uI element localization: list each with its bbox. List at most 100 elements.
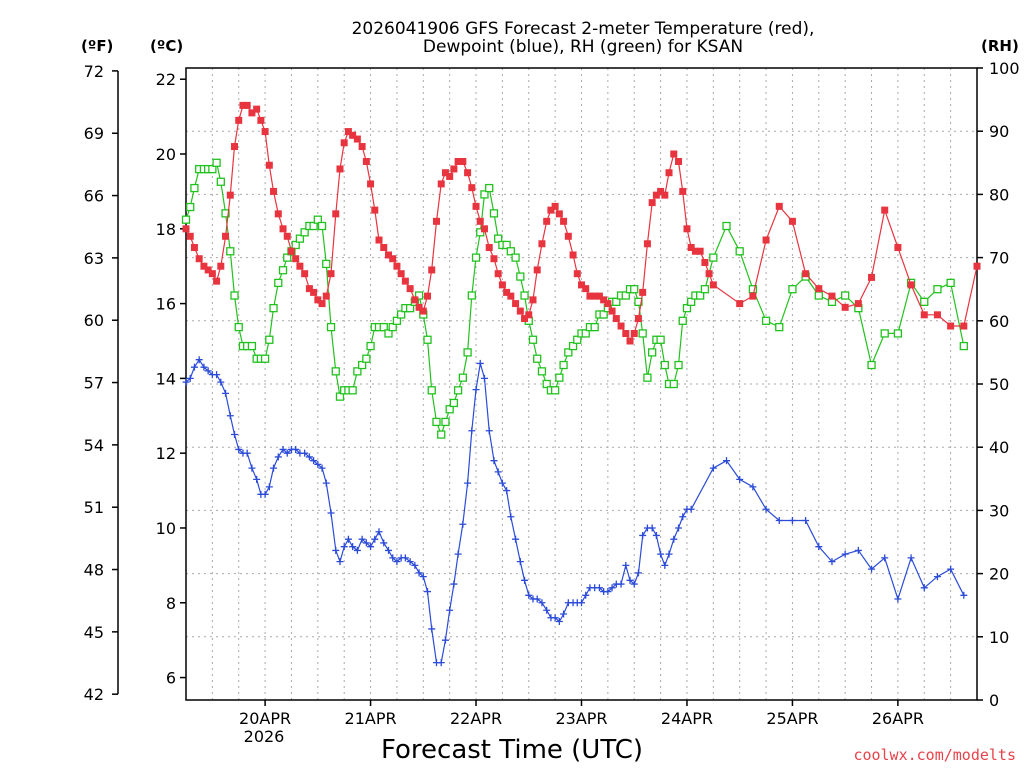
temperature-point: [248, 109, 256, 117]
rh-point: [735, 247, 744, 256]
dewpoint-point: [762, 505, 770, 513]
dewpoint-point: [687, 505, 695, 513]
temperature-point: [257, 116, 265, 124]
dewpoint-point: [578, 599, 585, 607]
temperature-point: [208, 270, 216, 278]
dewpoint-point: [595, 584, 603, 592]
temperature-point: [543, 217, 551, 225]
dewpoint-point: [367, 543, 375, 551]
dewpoint-point: [604, 588, 612, 596]
dewpoint-point: [261, 490, 269, 498]
temperature-point: [521, 315, 529, 323]
dewpoint-point: [437, 659, 445, 667]
temperature-point: [253, 105, 261, 113]
temperature-point: [411, 296, 419, 304]
temperature-point: [973, 262, 981, 270]
temperature-point: [687, 244, 695, 252]
temperature-point: [775, 202, 783, 210]
dewpoint-point: [947, 565, 955, 573]
dewpoint-point: [226, 412, 234, 420]
dewpoint-point: [661, 561, 669, 569]
temperature-point: [600, 296, 608, 304]
temperature-point: [480, 225, 488, 233]
temperature-point: [217, 262, 225, 270]
dewpoint-point: [533, 595, 541, 603]
temperature-point: [459, 157, 467, 165]
dewpoint-point: [933, 573, 941, 581]
fahrenheit-tick-label: 69: [84, 124, 104, 143]
fahrenheit-tick-label: 45: [84, 623, 104, 642]
celsius-tick-label: 20: [156, 145, 176, 164]
rh-point: [458, 373, 468, 382]
rh-point: [295, 234, 305, 243]
rh-point: [326, 322, 336, 332]
rh-point: [788, 285, 797, 294]
temperature-point: [375, 236, 383, 244]
temperature-point: [815, 285, 823, 293]
rh-tick-label: 100: [989, 59, 1020, 78]
rh-point: [437, 430, 446, 439]
temperature-point: [622, 330, 630, 338]
rh-point: [384, 329, 393, 338]
rh-point: [533, 354, 542, 363]
temperature-point: [432, 217, 440, 225]
temperature-point: [305, 285, 313, 293]
temperature-point: [533, 266, 541, 274]
dewpoint-point: [468, 427, 476, 435]
temperature-point: [701, 258, 709, 266]
rh-point: [379, 322, 388, 332]
dewpoint-point: [441, 636, 449, 644]
dewpoint-point: [525, 591, 533, 599]
dewpoint-point: [380, 539, 388, 547]
dewpoint-point: [411, 561, 419, 569]
rh-point: [353, 367, 362, 376]
rh-point: [709, 253, 718, 262]
dewpoint-point: [270, 464, 278, 472]
fahrenheit-tick-label: 60: [84, 311, 104, 330]
rh-point: [322, 259, 331, 269]
rh-point: [392, 316, 402, 325]
rh-point: [414, 291, 424, 300]
rh-point: [630, 285, 639, 294]
temperature-point: [547, 206, 555, 214]
dewpoint-point: [560, 610, 568, 618]
rh-point: [181, 215, 191, 224]
dewpoint-point: [608, 584, 616, 592]
rh-point: [269, 304, 278, 313]
rh-tick-label: 10: [989, 628, 1009, 647]
temperature-point: [353, 135, 361, 143]
rh-point: [309, 221, 318, 231]
temperature-point: [762, 236, 770, 244]
temperature-point: [200, 262, 208, 270]
dewpoint-point: [371, 535, 379, 543]
dewpoint-point: [327, 509, 335, 517]
x-tick-label: 21APR: [345, 709, 397, 728]
dewpoint-point: [543, 606, 551, 614]
rh-point: [502, 240, 511, 250]
rh-point: [208, 164, 217, 174]
dewpoint-point: [358, 535, 366, 543]
rh-point: [621, 291, 630, 300]
rh-point: [559, 360, 568, 370]
rh-point: [550, 386, 560, 395]
x-axis-title: Forecast Time (UTC): [381, 735, 643, 765]
chart-subtitle: Dewpoint (blue), RH (green) for KSAN: [423, 37, 743, 57]
dewpoint-point: [235, 445, 243, 453]
dewpoint-point: [841, 550, 849, 558]
rh-point: [362, 354, 371, 363]
dewpoint-point: [222, 389, 230, 397]
rh-point: [260, 354, 270, 363]
dewpoint-point: [279, 445, 287, 453]
x-axis-sublabel: 2026: [244, 727, 285, 746]
temperature-point: [195, 255, 203, 263]
rh-point: [696, 291, 705, 300]
temperature-point: [498, 281, 506, 289]
dewpoint-point: [424, 588, 432, 596]
temperature-point: [371, 206, 379, 214]
dewpoint-point: [675, 524, 683, 532]
temperature-point: [450, 165, 458, 173]
dewpoint-point: [512, 535, 520, 543]
temperature-point: [564, 232, 572, 240]
x-tick-label: 24APR: [661, 709, 713, 728]
